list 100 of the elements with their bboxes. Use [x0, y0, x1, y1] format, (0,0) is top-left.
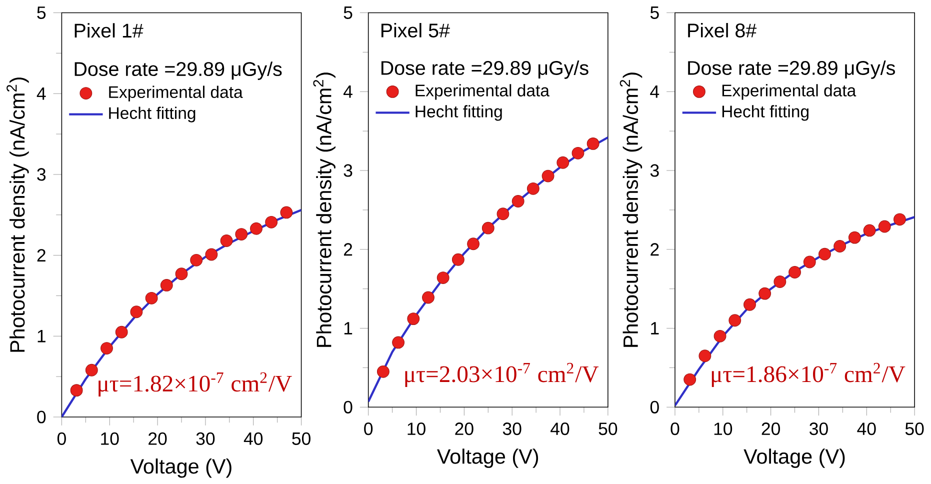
- annotation: Dose rate =29.89 μGy/s: [688, 60, 895, 79]
- point: [145, 292, 158, 304]
- point: [512, 194, 524, 208]
- point: [758, 287, 772, 300]
- x-tick-label: 10: [714, 422, 732, 435]
- point: [467, 237, 480, 250]
- point: [100, 342, 113, 354]
- line-series: [674, 216, 915, 406]
- x-tick-label: 30: [810, 422, 828, 435]
- point: [235, 228, 248, 240]
- y-axis-title: Photocurrent density (nA/cm$^{2}$): [620, 72, 642, 347]
- x-tick-label: 40: [244, 432, 263, 445]
- annotation: Pixel 1#: [74, 22, 144, 38]
- y-tick-label: 4: [343, 85, 352, 98]
- y-tick-label: 2: [650, 243, 659, 256]
- x-tick-label: 20: [148, 432, 167, 445]
- x-tick-label: 50: [292, 432, 310, 445]
- y-tick-label: 2: [37, 248, 46, 262]
- y-tick-label: 5: [37, 6, 46, 19]
- y-tick-label: 0: [37, 410, 46, 424]
- point: [744, 298, 756, 311]
- x-tick-label: 10: [408, 422, 426, 435]
- y-tick-label: 1: [38, 330, 46, 342]
- point: [684, 373, 696, 386]
- point: [714, 330, 726, 342]
- point: [452, 253, 464, 266]
- point: [803, 256, 816, 268]
- legend-label: Hecht fitting: [416, 104, 502, 121]
- y-axis-title: Photocurrent density (nA/cm$^{2}$): [313, 72, 336, 347]
- point: [818, 248, 831, 260]
- point: [160, 278, 173, 292]
- x-axis-title: Voltage (V): [744, 448, 845, 468]
- annotation: μτ=2.03×10$^{-7}$ cm$^{2}$/V: [405, 362, 599, 387]
- y-tick-label: 4: [36, 87, 46, 100]
- y-tick-label: 4: [650, 85, 660, 98]
- point: [407, 312, 420, 325]
- x-tick-label: 20: [455, 422, 474, 435]
- y-tick-label: 1: [651, 322, 659, 334]
- annotation: Pixel 5#: [381, 22, 450, 38]
- point: [115, 326, 128, 338]
- point: [250, 222, 262, 235]
- point: [85, 364, 98, 376]
- point: [878, 220, 891, 233]
- y-tick-label: 3: [344, 164, 352, 177]
- y-tick-label: 3: [37, 168, 46, 181]
- point: [894, 213, 906, 226]
- annotation: μτ=1.82×10$^{-7}$ cm$^{2}$/V: [98, 372, 292, 396]
- point: [130, 306, 143, 318]
- point: [728, 314, 742, 326]
- x-tick-label: 20: [762, 422, 780, 435]
- point: [496, 208, 510, 220]
- y-tick-label: 5: [344, 6, 352, 19]
- legend-label: Hecht fitting: [109, 106, 196, 122]
- point: [774, 275, 786, 288]
- annotation: Dose rate =29.89 μGy/s: [74, 61, 282, 80]
- line-series: [62, 208, 302, 417]
- point: [70, 384, 83, 396]
- x-tick-label: 0: [670, 422, 680, 435]
- point: [586, 137, 600, 150]
- x-tick-label: 40: [857, 422, 876, 435]
- line-series: [368, 136, 608, 403]
- point: [205, 248, 218, 261]
- legend-label: Experimental data: [722, 84, 856, 100]
- point: [542, 170, 554, 182]
- y-tick-label: 1: [344, 322, 352, 334]
- legend-label: Hecht fitting: [722, 104, 808, 121]
- point: [392, 336, 405, 348]
- x-tick-label: 0: [364, 422, 373, 435]
- point: [788, 266, 801, 278]
- point: [572, 146, 584, 160]
- annotation: Pixel 8#: [688, 22, 757, 38]
- y-tick-label: 3: [650, 164, 659, 177]
- y-axis-title: Photocurrent density (nA/cm$^{2}$): [6, 77, 29, 352]
- x-tick-label: 50: [598, 422, 618, 435]
- annotation: Dose rate =29.89 μGy/s: [381, 60, 588, 79]
- x-axis-title: Voltage (V): [437, 448, 538, 468]
- point: [265, 216, 278, 228]
- point: [436, 271, 450, 284]
- x-tick-label: 0: [57, 432, 66, 445]
- point: [526, 182, 540, 195]
- legend-label: Experimental data: [109, 86, 243, 102]
- y-tick-label: 5: [650, 6, 659, 19]
- x-axis-title: Voltage (V): [130, 458, 232, 478]
- point: [848, 231, 861, 244]
- x-tick-label: 30: [196, 432, 215, 445]
- x-tick-label: 30: [502, 422, 522, 435]
- x-tick-label: 50: [905, 422, 924, 435]
- point: [175, 268, 188, 280]
- point: [556, 156, 570, 169]
- point: [220, 234, 233, 247]
- point: [376, 365, 390, 378]
- y-tick-label: 0: [344, 400, 352, 414]
- point: [834, 240, 846, 252]
- point: [698, 349, 712, 362]
- point: [863, 224, 876, 236]
- point: [482, 222, 494, 234]
- point: [280, 206, 293, 218]
- legend-label: Experimental data: [416, 84, 550, 100]
- point: [190, 254, 203, 266]
- annotation: μτ=1.86×10$^{-7}$ cm$^{2}$/V: [712, 362, 906, 387]
